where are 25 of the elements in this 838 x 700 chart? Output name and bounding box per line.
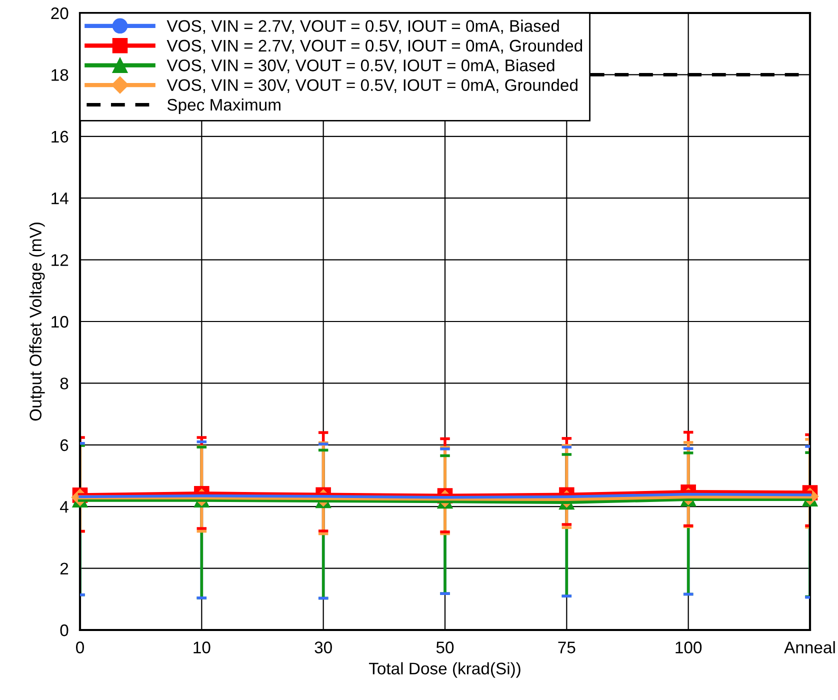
y-tick-label: 6	[60, 439, 68, 452]
x-tick-label: 75	[558, 642, 576, 654]
y-tick-label: 12	[52, 254, 68, 266]
y-tick-label: 18	[52, 69, 68, 81]
x-tick-label: Anneal	[784, 641, 835, 654]
x-axis-title: Total Dose (krad(Si))	[368, 662, 520, 678]
y-tick-label: 0	[60, 624, 68, 636]
y-tick-label: 10	[52, 316, 68, 328]
y-tick-label: 14	[52, 192, 68, 204]
y-tick-label: 16	[52, 130, 68, 143]
legend-label: VOS, VIN = 30V, VOUT = 0.5V, IOUT = 0mA, Grounded	[166, 78, 578, 93]
y-tick-label: 20	[51, 7, 68, 20]
legend-label: VOS, VIN = 2.7V, VOUT = 0.5V, IOUT = 0mA, Grounded	[166, 39, 582, 54]
x-tick-label: 0	[76, 642, 84, 654]
legend-label: Spec Maximum	[167, 98, 280, 114]
x-tick-label: 50	[436, 642, 454, 654]
y-axis-title: Output Offset Voltage (mV)	[29, 222, 45, 421]
y-tick-label: 8	[60, 378, 68, 390]
y-tick-label: 4	[60, 501, 68, 513]
legend-label: VOS, VIN = 30V, VOUT = 0.5V, IOUT = 0mA, Biased	[166, 59, 554, 74]
x-tick-label: 10	[194, 642, 210, 654]
x-tick-label: 100	[676, 642, 702, 654]
x-tick-label: 30	[314, 642, 332, 654]
legend-label: VOS, VIN = 2.7V, VOUT = 0.5V, IOUT = 0mA, Biased	[166, 20, 559, 34]
y-tick-label: 2	[60, 562, 68, 574]
